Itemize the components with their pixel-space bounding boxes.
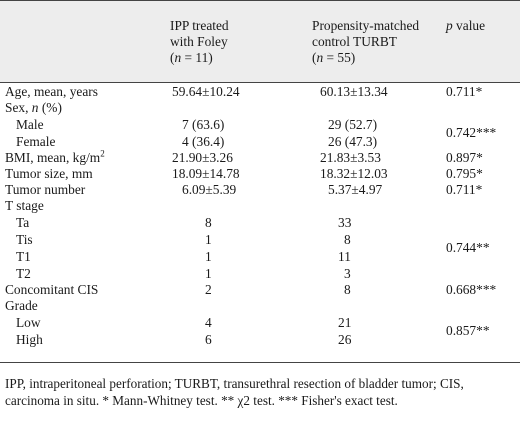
cell-ipp-male: 7 (63.6) [182, 117, 225, 132]
top-rule [0, 0, 520, 1]
cell-ctrl-low: 21 [338, 315, 352, 330]
cell-ipp-age: 59.64±10.24 [172, 84, 240, 99]
row-label-male: Male [16, 117, 44, 132]
cell-ctrl-t2: 3 [344, 266, 351, 281]
row-label-t1: T1 [16, 249, 31, 264]
row-label-high: High [16, 332, 43, 347]
row-label-female: Female [16, 134, 56, 149]
cell-ctrl-tumor-number: 5.37±4.97 [328, 182, 383, 197]
bottom-rule [0, 362, 520, 363]
cell-p-sex: 0.742*** [446, 125, 497, 140]
row-label-ta: Ta [16, 215, 30, 230]
cell-ctrl-bmi: 21.83±3.53 [320, 150, 381, 165]
cell-p-age: 0.711* [446, 84, 483, 99]
header-ctrl-line2: control TURBT [312, 34, 397, 49]
row-label-t-stage: T stage [5, 198, 44, 213]
row-label-tis: Tis [16, 232, 33, 247]
row-label-low: Low [16, 315, 41, 330]
cell-ipp-tis: 1 [205, 232, 212, 247]
cell-ipp-concomitant-cis: 2 [205, 282, 212, 297]
cell-ipp-tumor-size: 18.09±14.78 [172, 166, 240, 181]
cell-p-t-stage: 0.744** [446, 240, 490, 255]
cell-p-concomitant-cis: 0.668*** [446, 282, 497, 297]
cell-ctrl-age: 60.13±13.34 [320, 84, 388, 99]
header-rule [0, 82, 520, 83]
cell-ctrl-t1: 11 [338, 249, 351, 264]
table-header-background [0, 0, 520, 82]
cell-ctrl-female: 26 (47.3) [328, 134, 378, 149]
row-label-concomitant-cis: Concomitant CIS [5, 282, 99, 297]
cell-ctrl-high: 26 [338, 332, 352, 347]
header-ipp-line3: (n = 11) [170, 50, 213, 65]
header-pvalue: p value [446, 18, 486, 33]
row-label-t2: T2 [16, 266, 31, 281]
cell-ctrl-ta: 33 [338, 215, 352, 230]
cell-ipp-t1: 1 [205, 249, 212, 264]
cell-ipp-low: 4 [205, 315, 212, 330]
header-ipp-line1: IPP treated [170, 18, 229, 33]
cell-p-tumor-size: 0.795* [446, 166, 483, 181]
header-ipp-line2: with Foley [170, 34, 228, 49]
cell-p-grade: 0.857** [446, 323, 490, 338]
cell-ctrl-tumor-size: 18.32±12.03 [320, 166, 388, 181]
row-label-grade: Grade [5, 298, 38, 313]
cell-ipp-ta: 8 [205, 215, 212, 230]
cell-ipp-high: 6 [205, 332, 212, 347]
row-label-tumor-number: Tumor number [5, 182, 86, 197]
cell-ipp-tumor-number: 6.09±5.39 [182, 182, 237, 197]
cell-ipp-bmi: 21.90±3.26 [172, 150, 233, 165]
cell-ipp-t2: 1 [205, 266, 212, 281]
header-ctrl-line3: (n = 55) [312, 50, 356, 65]
cell-ipp-female: 4 (36.4) [182, 134, 225, 149]
header-ctrl-line1: Propensity-matched [312, 18, 420, 33]
cell-p-tumor-number: 0.711* [446, 182, 483, 197]
row-label-bmi: BMI, mean, kg/m2 [5, 148, 105, 165]
row-label-tumor-size: Tumor size, mm [5, 166, 93, 181]
cell-p-bmi: 0.897* [446, 150, 483, 165]
table-footnote: IPP, intraperitoneal perforation; TURBT,… [5, 376, 464, 408]
cell-ctrl-tis: 8 [344, 232, 351, 247]
cell-ctrl-concomitant-cis: 8 [344, 282, 351, 297]
row-label-age: Age, mean, years [5, 84, 98, 99]
row-label-sex: Sex, n (%) [5, 100, 62, 115]
cell-ctrl-male: 29 (52.7) [328, 117, 378, 132]
